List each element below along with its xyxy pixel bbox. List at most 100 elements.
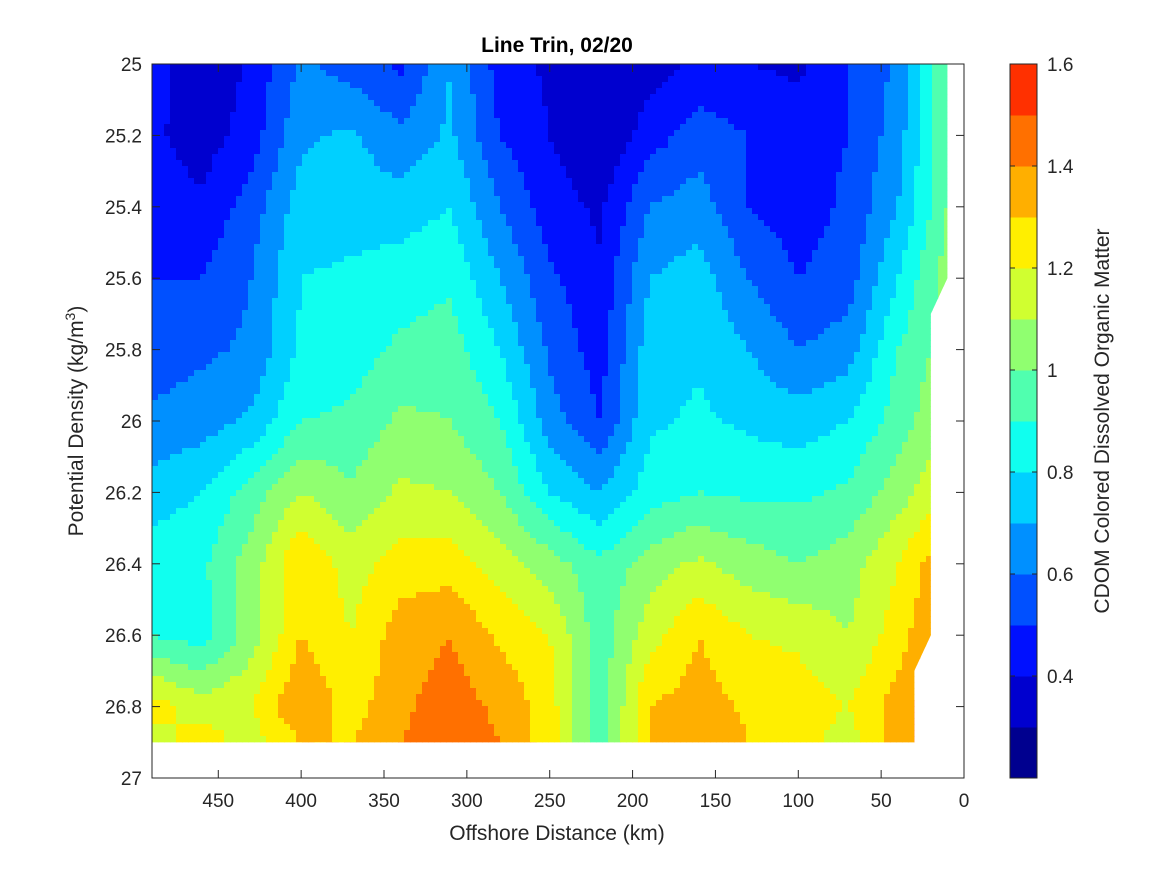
- contour-cell: [500, 178, 507, 185]
- contour-cell: [944, 88, 948, 95]
- contour-cell: [206, 64, 213, 71]
- contour-cell: [284, 88, 291, 95]
- contour-cell: [602, 160, 609, 167]
- contour-cell: [368, 196, 375, 203]
- contour-cell: [602, 112, 609, 119]
- contour-cell: [404, 88, 411, 95]
- contour-cell: [170, 124, 177, 131]
- contour-cell: [422, 130, 429, 137]
- contour-cell: [626, 178, 633, 185]
- contour-cell: [722, 136, 729, 143]
- contour-cell: [542, 196, 549, 203]
- contour-cell: [752, 160, 759, 167]
- contour-cell: [380, 190, 387, 197]
- contour-cell: [254, 70, 261, 77]
- contour-cell: [422, 196, 429, 203]
- contour-cell: [932, 166, 939, 173]
- contour-cell: [590, 94, 597, 101]
- contour-cell: [332, 178, 339, 185]
- contour-cell: [686, 112, 693, 119]
- contour-cell: [572, 142, 579, 149]
- contour-cell: [776, 250, 783, 257]
- contour-cell: [500, 166, 507, 173]
- contour-cell: [356, 196, 363, 203]
- contour-cell: [848, 64, 855, 71]
- contour-cell: [626, 142, 633, 149]
- contour-cell: [710, 232, 717, 239]
- contour-cell: [872, 94, 879, 101]
- contour-cell: [284, 118, 291, 125]
- contour-cell: [392, 112, 399, 119]
- contour-cell: [854, 202, 861, 209]
- contour-cell: [926, 172, 933, 179]
- contour-cell: [410, 226, 417, 233]
- contour-cell: [602, 178, 609, 185]
- contour-cell: [860, 94, 867, 101]
- contour-cell: [416, 106, 423, 113]
- contour-cell: [332, 76, 339, 83]
- contour-cell: [482, 154, 489, 161]
- contour-cell: [674, 166, 681, 173]
- contour-cell: [338, 136, 345, 143]
- contour-cell: [242, 64, 249, 71]
- contour-cell: [836, 268, 843, 275]
- contour-cell: [578, 118, 585, 125]
- contour-cell: [314, 244, 321, 251]
- contour-cell: [716, 244, 723, 251]
- contour-cell: [494, 106, 501, 113]
- contour-cell: [458, 190, 465, 197]
- contour-cell: [176, 76, 183, 83]
- contour-cell: [458, 220, 465, 227]
- contour-cell: [752, 226, 759, 233]
- contour-cell: [638, 220, 645, 227]
- contour-cell: [464, 238, 471, 245]
- contour-cell: [842, 106, 849, 113]
- contour-cell: [572, 274, 579, 281]
- contour-cell: [524, 196, 531, 203]
- contour-cell: [218, 262, 225, 269]
- contour-cell: [872, 142, 879, 149]
- contour-cell: [920, 136, 927, 143]
- contour-cell: [434, 196, 441, 203]
- contour-cell: [722, 160, 729, 167]
- contour-cell: [830, 94, 837, 101]
- contour-cell: [446, 202, 453, 209]
- contour-cell: [338, 64, 345, 71]
- contour-cell: [818, 76, 825, 83]
- contour-cell: [440, 154, 447, 161]
- contour-cell: [836, 214, 843, 221]
- contour-cell: [632, 106, 639, 113]
- contour-cell: [494, 172, 501, 179]
- contour-cell: [842, 232, 849, 239]
- contour-cell: [524, 256, 531, 263]
- contour-cell: [710, 88, 717, 95]
- contour-cell: [470, 106, 477, 113]
- contour-cell: [626, 112, 633, 119]
- contour-cell: [926, 112, 933, 119]
- contour-cell: [158, 70, 165, 77]
- contour-cell: [794, 88, 801, 95]
- contour-cell: [290, 178, 297, 185]
- contour-cell: [662, 232, 669, 239]
- contour-cell: [602, 280, 609, 287]
- contour-cell: [542, 130, 549, 137]
- contour-cell: [614, 190, 621, 197]
- contour-cell: [266, 82, 273, 89]
- contour-cell: [686, 184, 693, 191]
- contour-cell: [356, 190, 363, 197]
- contour-cell: [926, 88, 933, 95]
- contour-cell: [536, 220, 543, 227]
- contour-cell: [818, 256, 825, 263]
- contour-cell: [530, 124, 537, 131]
- contour-cell: [638, 136, 645, 143]
- contour-cell: [302, 184, 309, 191]
- contour-cell: [632, 250, 639, 257]
- contour-cell: [722, 208, 729, 215]
- contour-cell: [758, 64, 765, 71]
- contour-cell: [308, 256, 315, 263]
- contour-cell: [512, 280, 519, 287]
- contour-cell: [194, 208, 201, 215]
- contour-cell: [464, 76, 471, 83]
- contour-cell: [680, 160, 687, 167]
- contour-cell: [434, 214, 441, 221]
